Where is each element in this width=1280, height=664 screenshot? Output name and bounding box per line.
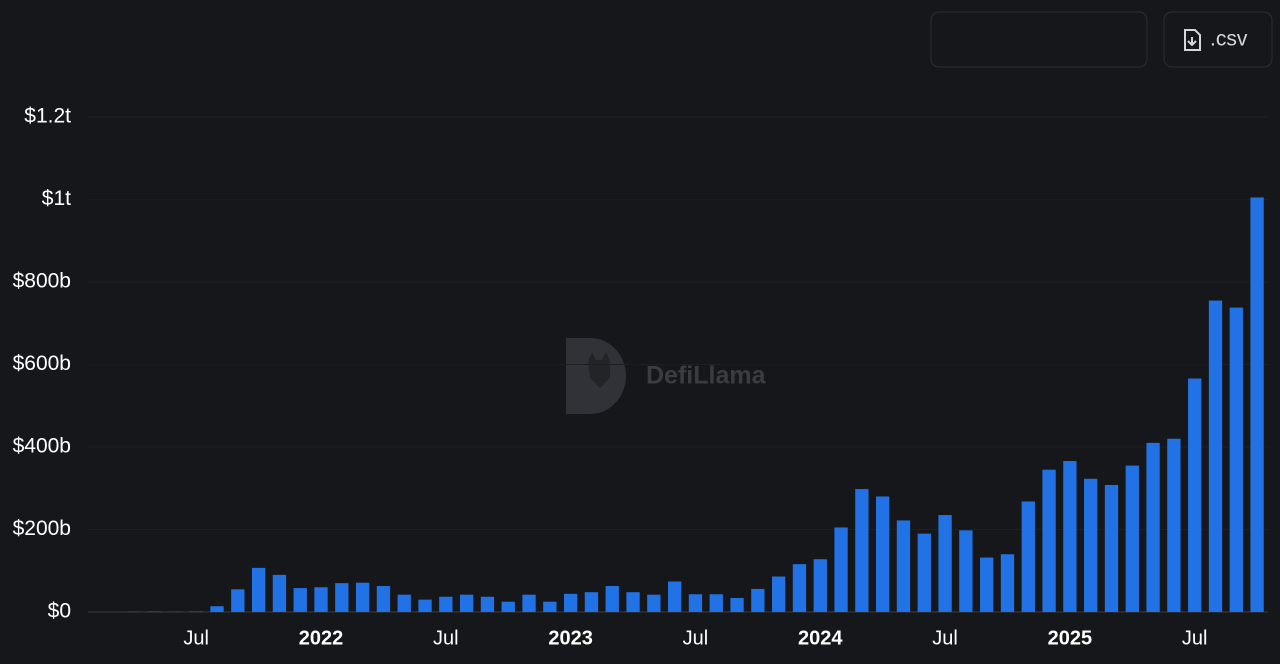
bar	[626, 592, 640, 612]
bar	[1125, 465, 1139, 612]
bar	[667, 581, 682, 612]
x-tick-label: Jul	[683, 627, 709, 649]
bar	[397, 594, 411, 612]
bar	[1021, 501, 1035, 612]
bar	[439, 596, 453, 612]
bar	[855, 489, 869, 612]
watermark-text: DefiLlama	[646, 362, 767, 390]
bar	[896, 520, 911, 612]
bar	[1104, 484, 1119, 612]
y-tick-label: $1.2t	[24, 105, 71, 128]
bar	[1000, 554, 1015, 612]
bar	[1208, 300, 1223, 612]
bar	[459, 594, 474, 612]
x-tick-label: Jul	[183, 627, 209, 649]
csv-button[interactable]	[1163, 11, 1273, 68]
x-tick-label: Jul	[1182, 627, 1208, 649]
bar	[751, 588, 765, 612]
x-tick-label: 2025	[1048, 627, 1093, 649]
bar	[543, 601, 557, 612]
bar	[647, 594, 661, 612]
bar	[605, 586, 619, 612]
x-tick-label: 2024	[798, 627, 843, 649]
bar	[938, 515, 952, 612]
bar	[917, 533, 931, 612]
bar	[876, 496, 890, 612]
watermark-llama	[588, 352, 610, 388]
bar	[251, 567, 266, 612]
bar	[231, 589, 245, 612]
period-group	[930, 11, 1148, 68]
bar	[418, 599, 432, 612]
x-tick-label: Jul	[932, 627, 958, 649]
csv-label[interactable]: .csv	[1210, 28, 1248, 51]
bar	[959, 530, 973, 612]
bar	[480, 596, 495, 612]
y-tick-label: $1t	[42, 187, 71, 210]
x-tick-label: 2023	[548, 627, 593, 649]
bar	[293, 588, 307, 612]
bar	[1250, 197, 1264, 612]
bar	[210, 606, 224, 612]
bar	[272, 574, 287, 612]
y-tick-label: $200b	[13, 517, 71, 540]
bar	[1063, 461, 1077, 612]
csv-icon	[1184, 29, 1201, 51]
bar	[314, 587, 328, 612]
bar	[501, 601, 515, 612]
bar	[1042, 469, 1056, 612]
bar	[1188, 378, 1202, 612]
period-controls: .csv	[930, 11, 1273, 68]
bar	[813, 559, 827, 612]
bar	[335, 583, 349, 612]
y-tick-label: $800b	[13, 270, 71, 293]
bar	[355, 582, 370, 612]
bar	[792, 564, 807, 612]
bar	[1084, 478, 1098, 612]
bar	[522, 594, 536, 612]
bar	[980, 557, 994, 612]
bar	[709, 594, 723, 612]
x-tick-label: 2022	[299, 627, 344, 649]
bar	[834, 527, 848, 612]
bar	[772, 576, 786, 612]
y-tick-label: $600b	[13, 352, 71, 375]
bar	[730, 597, 744, 612]
y-tick-label: $400b	[13, 435, 71, 458]
bar	[376, 586, 391, 612]
x-tick-label: Jul	[433, 627, 459, 649]
bar	[1167, 438, 1181, 612]
bar	[688, 594, 703, 612]
bar	[1229, 307, 1243, 612]
y-tick-label: $0	[48, 600, 71, 623]
bar	[1146, 442, 1160, 612]
bar	[563, 593, 578, 612]
bar	[584, 592, 599, 612]
watermark: DefiLlama	[566, 338, 767, 414]
